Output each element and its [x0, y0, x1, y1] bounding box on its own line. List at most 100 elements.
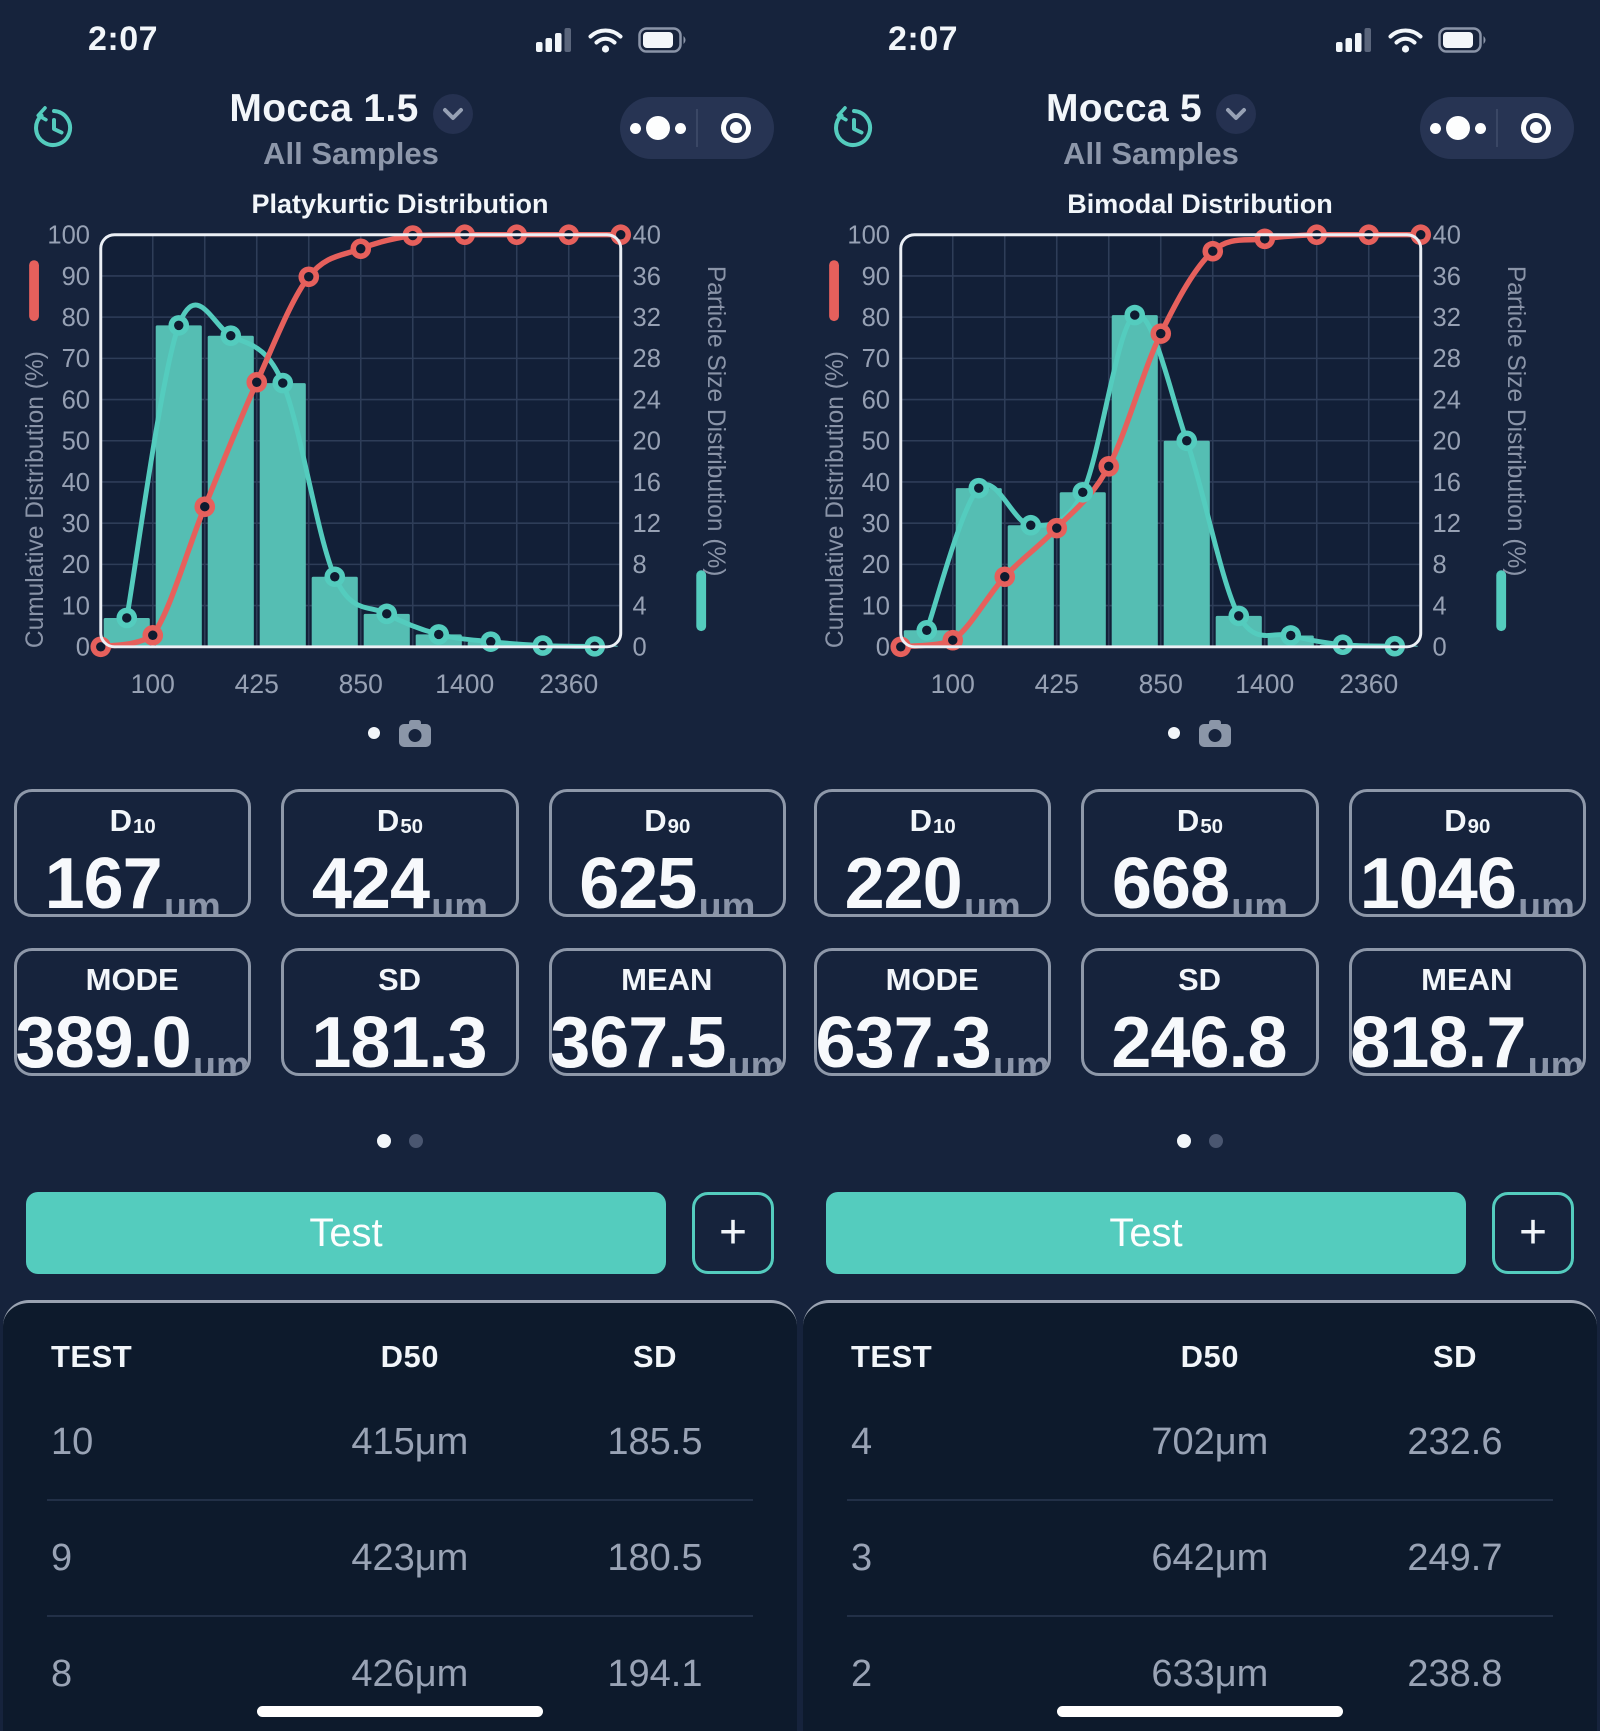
add-test-button[interactable]: +: [692, 1192, 774, 1274]
stat-card[interactable]: D10 220 μm: [814, 789, 1052, 917]
record-target-icon: [721, 113, 751, 144]
stats-page-dot-active: [1177, 1134, 1191, 1148]
table-row[interactable]: 9 423μm 180.5: [47, 1499, 753, 1615]
stat-card[interactable]: D10 167 μm: [14, 789, 252, 917]
table-row[interactable]: 2 633μm 238.8: [847, 1615, 1553, 1731]
left-axis-tick: 100: [847, 222, 890, 250]
left-axis-tick: 90: [62, 263, 90, 291]
chevron-down-icon[interactable]: [432, 94, 473, 135]
target-view-button[interactable]: [698, 97, 774, 159]
distribution-chart: 1009080706050403020100403632282420161284…: [822, 222, 1529, 699]
table-header-row: TEST D50 SD: [47, 1303, 753, 1385]
table-header-test: TEST: [51, 1339, 133, 1374]
sd-cell: 194.1: [607, 1652, 703, 1695]
stat-label: D10: [109, 803, 156, 839]
right-axis-tick: 8: [1433, 551, 1447, 579]
test-button[interactable]: Test: [26, 1192, 666, 1274]
stat-card[interactable]: MODE 637.3 μm: [814, 948, 1052, 1076]
test-history-table: TEST D50 SD 10 415μm 185.5 9 423μm 180.5 8 426μ…: [3, 1300, 797, 1731]
left-axis-tick: 60: [862, 387, 890, 415]
stat-value: 181.3: [311, 1003, 487, 1076]
add-test-button[interactable]: +: [1492, 1192, 1574, 1274]
stat-cards-row-2: MODE 637.3 μm SD 246.8 MEAN 818.7 μm: [800, 948, 1600, 1076]
stat-card[interactable]: MEAN 818.7 μm: [1348, 948, 1586, 1076]
sample-filter-label: All Samples: [263, 136, 439, 172]
phone-screen: 2:07: [0, 20, 800, 1731]
right-axis-tick: 40: [1433, 222, 1461, 250]
table-row[interactable]: 4 702μm 232.6: [847, 1385, 1553, 1499]
stat-label: D90: [1444, 803, 1491, 839]
home-indicator[interactable]: [1057, 1706, 1343, 1717]
x-axis-tick: 1400: [435, 669, 494, 699]
table-row[interactable]: 3 642μm 249.7: [847, 1499, 1553, 1615]
d50-cell: 426μm: [351, 1652, 469, 1695]
stat-unit: μm: [992, 1045, 1050, 1076]
home-indicator[interactable]: [257, 1706, 543, 1717]
stat-label: MEAN: [1421, 962, 1513, 997]
page-title: Mocca 1.5: [229, 87, 419, 131]
sd-cell: 249.7: [1407, 1536, 1503, 1579]
stat-card[interactable]: MEAN 367.5 μm: [548, 948, 786, 1076]
stat-unit: μm: [163, 886, 221, 917]
stat-label: MEAN: [621, 962, 713, 997]
stat-value: 668: [1111, 844, 1230, 917]
table-header-d50: D50: [380, 1339, 439, 1374]
stat-card[interactable]: SD 181.3: [281, 948, 519, 1076]
stat-card[interactable]: D50 668 μm: [1081, 789, 1319, 917]
left-axis-tick: 70: [62, 345, 90, 373]
wifi-icon: [1388, 28, 1423, 53]
status-time: 2:07: [888, 20, 959, 59]
right-axis-tick: 28: [633, 345, 661, 373]
target-view-button[interactable]: [1498, 97, 1574, 159]
title-block: Mocca 5 All Samples: [882, 84, 1420, 172]
stat-label: D50: [1176, 803, 1224, 839]
left-axis-tick: 10: [62, 593, 90, 621]
camera-button[interactable]: [1198, 719, 1232, 748]
table-header-sd: SD: [1432, 1339, 1477, 1374]
dots-icon: [1430, 116, 1486, 141]
stat-card[interactable]: D90 1046 μm: [1348, 789, 1586, 917]
test-actions-row: Test +: [0, 1192, 800, 1274]
test-number-cell: 10: [51, 1420, 94, 1463]
stat-cards-row-1: D10 167 μm D50 424 μm D90 625 μm: [0, 789, 800, 917]
chevron-down-icon[interactable]: [1216, 94, 1256, 135]
table-row[interactable]: 8 426μm 194.1: [47, 1615, 753, 1731]
stat-unit: μm: [1517, 886, 1575, 917]
stat-card[interactable]: D50 424 μm: [281, 789, 519, 917]
d50-cell: 702μm: [1151, 1420, 1269, 1463]
stat-unit: μm: [698, 886, 756, 917]
table-row[interactable]: 10 415μm 185.5: [47, 1385, 753, 1499]
right-axis-tick: 40: [633, 222, 661, 250]
stat-value: 389.0: [15, 1003, 192, 1076]
stat-card[interactable]: SD 246.8: [1081, 948, 1319, 1076]
history-button[interactable]: [826, 100, 882, 156]
right-axis-tick: 4: [633, 593, 647, 621]
x-axis-tick: 1400: [1235, 669, 1294, 699]
left-axis-tick: 0: [876, 634, 890, 662]
header: Mocca 5 All Samples: [800, 81, 1600, 175]
battery-icon: [638, 26, 686, 53]
sample-selector[interactable]: Mocca 5: [1046, 84, 1256, 135]
left-axis-tick: 40: [62, 469, 90, 497]
stat-value: 220: [844, 844, 963, 917]
test-button[interactable]: Test: [826, 1192, 1466, 1274]
sample-selector[interactable]: Mocca 1.5: [229, 84, 473, 135]
stat-unit: μm: [727, 1045, 785, 1076]
stat-value: 424: [311, 844, 430, 917]
sample-filter-label: All Samples: [1063, 136, 1239, 172]
stat-value: 637.3: [815, 1003, 992, 1076]
d50-cell: 415μm: [351, 1420, 469, 1463]
stat-card[interactable]: D90 625 μm: [548, 789, 786, 917]
dots-icon: [630, 116, 686, 141]
left-axis-tick: 100: [47, 222, 90, 250]
camera-button[interactable]: [398, 719, 432, 748]
right-axis-tick: 24: [1433, 387, 1461, 415]
scatter-view-button[interactable]: [1420, 97, 1496, 159]
cumulative-legend-bar: [29, 260, 39, 322]
history-button[interactable]: [26, 100, 82, 156]
stat-label: D50: [376, 803, 424, 839]
right-axis-tick: 28: [1433, 345, 1461, 373]
scatter-view-button[interactable]: [620, 97, 696, 159]
table-header-row: TEST D50 SD: [847, 1303, 1553, 1385]
stat-card[interactable]: MODE 389.0 μm: [14, 948, 252, 1076]
